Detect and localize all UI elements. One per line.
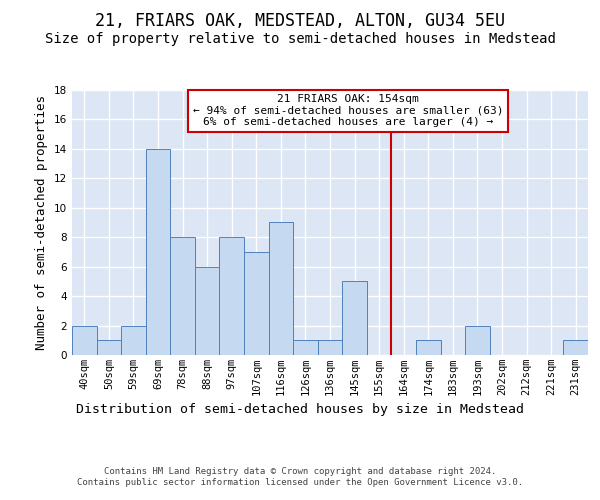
- Text: 21, FRIARS OAK, MEDSTEAD, ALTON, GU34 5EU: 21, FRIARS OAK, MEDSTEAD, ALTON, GU34 5E…: [95, 12, 505, 30]
- Bar: [269, 222, 293, 355]
- Text: Size of property relative to semi-detached houses in Medstead: Size of property relative to semi-detach…: [44, 32, 556, 46]
- Bar: [465, 326, 490, 355]
- Bar: [220, 237, 244, 355]
- Bar: [72, 326, 97, 355]
- Bar: [318, 340, 342, 355]
- Bar: [416, 340, 440, 355]
- Text: Contains HM Land Registry data © Crown copyright and database right 2024.
Contai: Contains HM Land Registry data © Crown c…: [77, 468, 523, 487]
- Bar: [293, 340, 318, 355]
- Bar: [121, 326, 146, 355]
- Bar: [244, 252, 269, 355]
- Text: 21 FRIARS OAK: 154sqm
← 94% of semi-detached houses are smaller (63)
6% of semi-: 21 FRIARS OAK: 154sqm ← 94% of semi-deta…: [193, 94, 503, 127]
- Y-axis label: Number of semi-detached properties: Number of semi-detached properties: [35, 95, 49, 350]
- Bar: [195, 266, 220, 355]
- Bar: [146, 149, 170, 355]
- Text: Distribution of semi-detached houses by size in Medstead: Distribution of semi-detached houses by …: [76, 402, 524, 415]
- Bar: [170, 237, 195, 355]
- Bar: [563, 340, 588, 355]
- Bar: [342, 282, 367, 355]
- Bar: [97, 340, 121, 355]
